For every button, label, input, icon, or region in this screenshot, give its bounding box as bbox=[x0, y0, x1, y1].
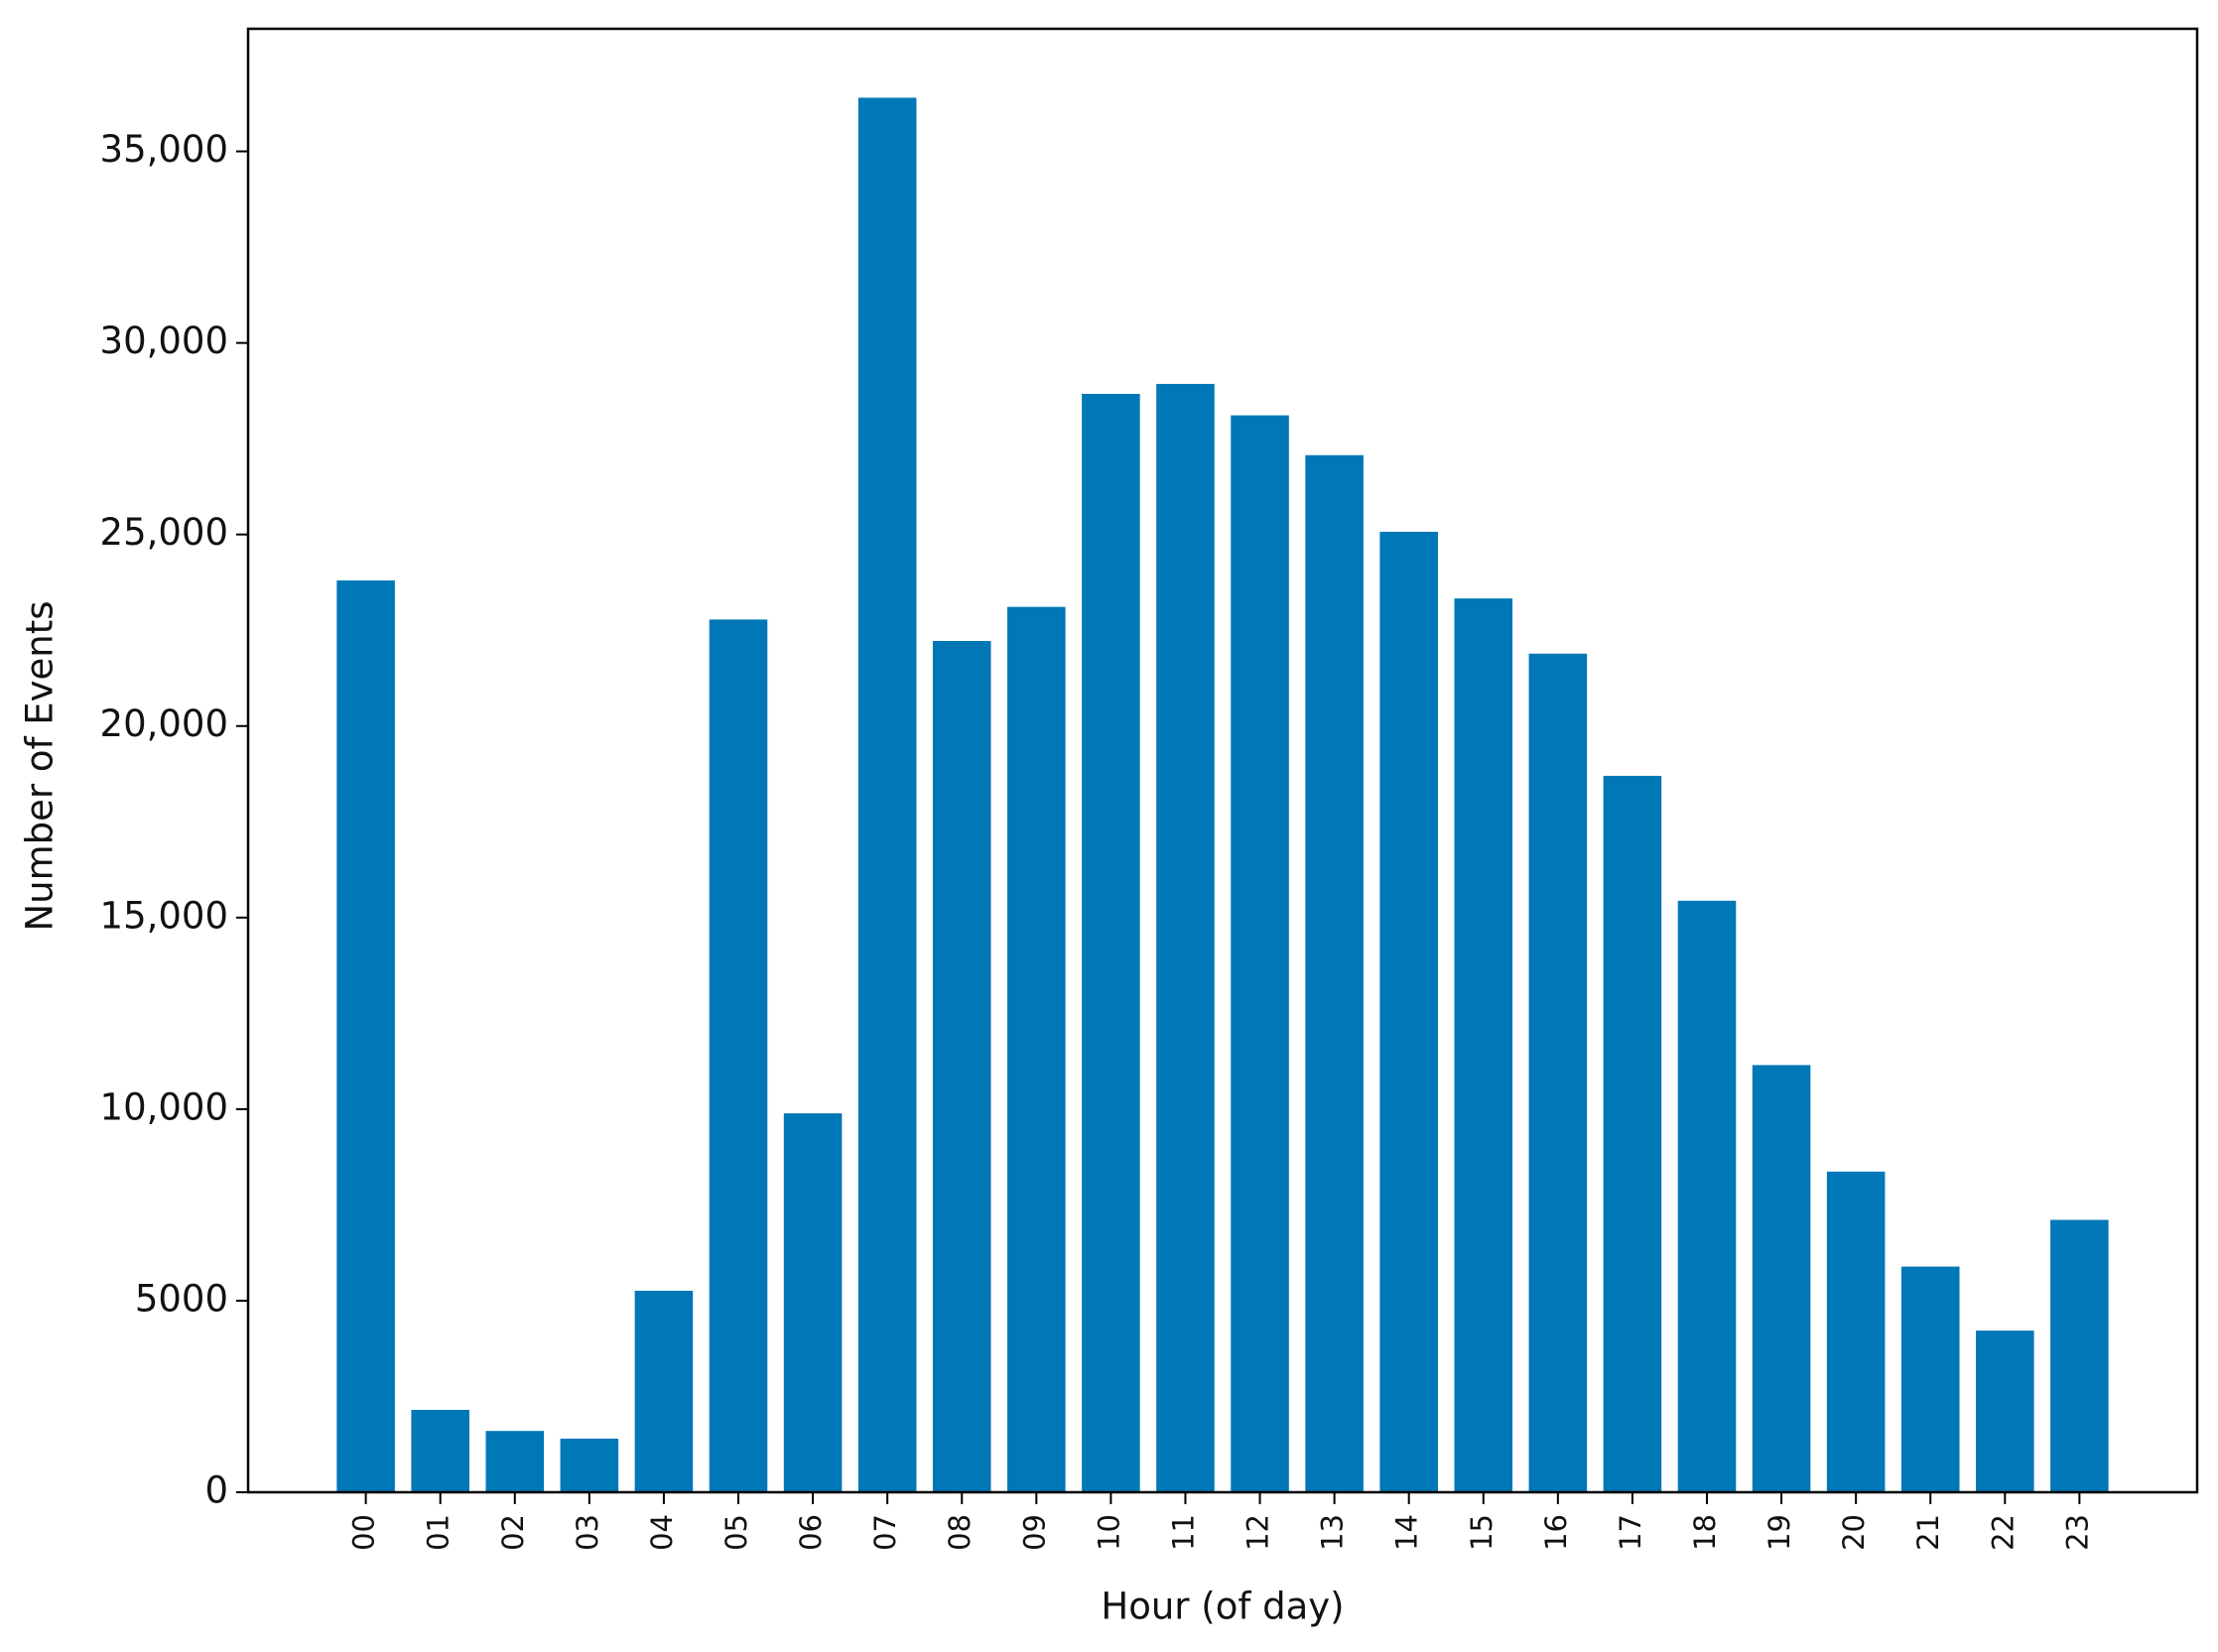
x-tick-label: 12 bbox=[1241, 1514, 1275, 1551]
bar bbox=[1900, 1266, 1960, 1492]
x-tick-label: 02 bbox=[496, 1514, 530, 1551]
bar bbox=[857, 97, 917, 1493]
x-tick-label: 08 bbox=[943, 1514, 977, 1551]
x-tick-label: 17 bbox=[1614, 1514, 1647, 1551]
bar bbox=[1752, 1065, 1811, 1492]
bar bbox=[783, 1113, 843, 1492]
bar bbox=[1305, 454, 1364, 1493]
bar bbox=[1379, 531, 1438, 1492]
x-tick-label: 06 bbox=[794, 1514, 828, 1551]
bar bbox=[709, 619, 768, 1492]
x-tick-label: 03 bbox=[571, 1514, 604, 1551]
x-tick-label: 11 bbox=[1166, 1514, 1200, 1551]
x-tick-label: 01 bbox=[422, 1514, 456, 1551]
bar bbox=[2050, 1219, 2109, 1492]
x-tick-label: 20 bbox=[1837, 1514, 1871, 1551]
bar bbox=[1231, 415, 1289, 1492]
bar bbox=[634, 1290, 694, 1492]
bar bbox=[485, 1431, 545, 1492]
bar bbox=[560, 1438, 619, 1492]
x-tick-label: 00 bbox=[347, 1514, 381, 1551]
y-tick-label: 30,000 bbox=[100, 319, 228, 362]
bar bbox=[1156, 383, 1215, 1492]
bar bbox=[1007, 606, 1066, 1492]
x-tick-label: 16 bbox=[1539, 1514, 1573, 1551]
bar bbox=[1826, 1171, 1886, 1492]
bar bbox=[1976, 1331, 2034, 1492]
x-tick-label: 04 bbox=[645, 1514, 679, 1551]
bar bbox=[411, 1409, 469, 1492]
y-axis-label: Number of Events bbox=[19, 600, 62, 931]
bar bbox=[336, 580, 395, 1492]
x-tick-label: 13 bbox=[1316, 1514, 1350, 1551]
x-tick-label: 07 bbox=[868, 1514, 902, 1551]
x-tick-label: 22 bbox=[1986, 1514, 2020, 1551]
bar bbox=[1082, 393, 1140, 1492]
x-tick-label: 18 bbox=[1688, 1514, 1722, 1551]
x-tick-label: 14 bbox=[1390, 1514, 1424, 1551]
x-tick-label: 19 bbox=[1762, 1514, 1796, 1551]
x-tick-label: 05 bbox=[719, 1514, 753, 1551]
bar bbox=[1603, 775, 1662, 1492]
y-tick-label: 10,000 bbox=[100, 1085, 228, 1128]
bar bbox=[1677, 900, 1737, 1492]
y-tick-label: 15,000 bbox=[100, 894, 228, 937]
x-tick-label: 10 bbox=[1092, 1514, 1125, 1551]
x-tick-label: 09 bbox=[1017, 1514, 1051, 1551]
bar bbox=[1528, 653, 1588, 1492]
plot-frame bbox=[246, 27, 2199, 1494]
y-tick-label: 20,000 bbox=[100, 702, 228, 745]
y-tick-label: 0 bbox=[204, 1469, 228, 1512]
bar bbox=[932, 641, 991, 1492]
bar bbox=[1454, 598, 1513, 1492]
x-tick-label: 21 bbox=[1911, 1514, 1945, 1551]
x-tick-label: 15 bbox=[1465, 1514, 1499, 1551]
y-tick-label: 25,000 bbox=[100, 511, 228, 554]
y-tick-label: 5000 bbox=[135, 1277, 228, 1320]
y-tick-label: 35,000 bbox=[100, 128, 228, 171]
x-tick-label: 23 bbox=[2060, 1514, 2094, 1551]
x-axis-label: Hour (of day) bbox=[1101, 1586, 1344, 1628]
